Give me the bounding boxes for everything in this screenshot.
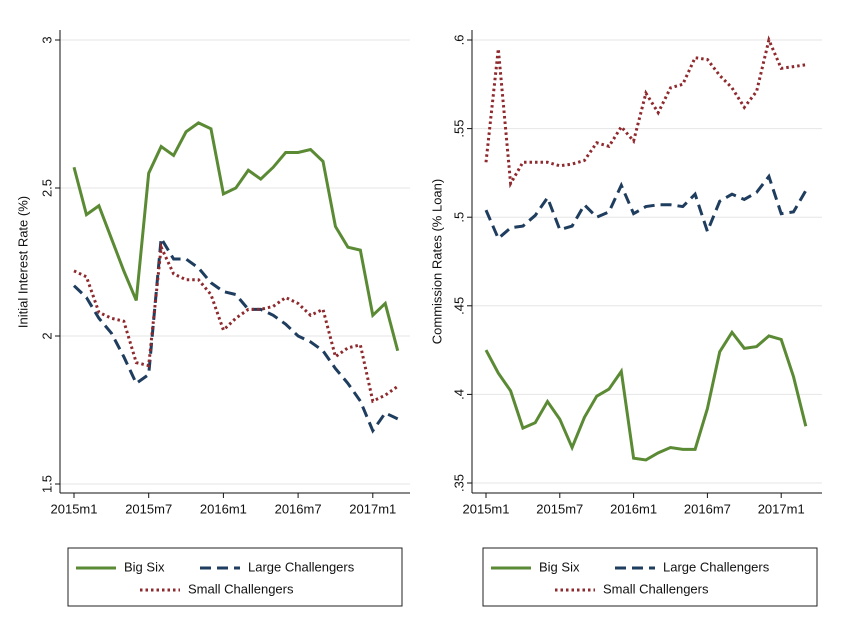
- legend-label: Big Six: [539, 559, 580, 574]
- series-line: [484, 329, 808, 462]
- legend-box: [67, 547, 403, 607]
- series-line: [484, 35, 807, 189]
- legend-label: Big Six: [124, 559, 165, 574]
- x-tick-label: 2016m7: [275, 501, 322, 516]
- legend-label: Large Challengers: [663, 559, 770, 574]
- x-tick-label: 2015m1: [51, 501, 98, 516]
- y-tick-label: .5: [451, 212, 466, 223]
- y-tick-label: 2: [39, 332, 54, 339]
- y-tick-label: .6: [451, 35, 466, 46]
- legend-label: Small Challengers: [188, 581, 294, 596]
- legend-box: [482, 547, 818, 607]
- y-tick-label: 2.5: [39, 179, 54, 197]
- x-tick-label: 2015m7: [125, 501, 172, 516]
- y-tick-label: .4: [451, 389, 466, 400]
- y-tick-label: .35: [451, 474, 466, 492]
- y-tick-label: 3: [39, 36, 54, 43]
- y-tick-label: 1.5: [39, 475, 54, 493]
- x-tick-label: 2015m1: [463, 501, 510, 516]
- y-axis-label: Commission Rates (% Loan): [429, 179, 444, 344]
- y-tick-label: .55: [451, 120, 466, 138]
- x-tick-label: 2016m7: [684, 501, 731, 516]
- legend-label: Large Challengers: [248, 559, 355, 574]
- series-line: [484, 173, 808, 241]
- x-tick-label: 2017m1: [758, 501, 805, 516]
- x-tick-label: 2015m7: [536, 501, 583, 516]
- y-tick-label: .45: [451, 297, 466, 315]
- x-tick-label: 2016m1: [200, 501, 247, 516]
- x-tick-label: 2016m1: [610, 501, 657, 516]
- y-axis-label: Initial Interest Rate (%): [15, 196, 30, 328]
- series-line: [72, 121, 400, 352]
- x-tick-label: 2017m1: [349, 501, 396, 516]
- legend-label: Small Challengers: [603, 581, 709, 596]
